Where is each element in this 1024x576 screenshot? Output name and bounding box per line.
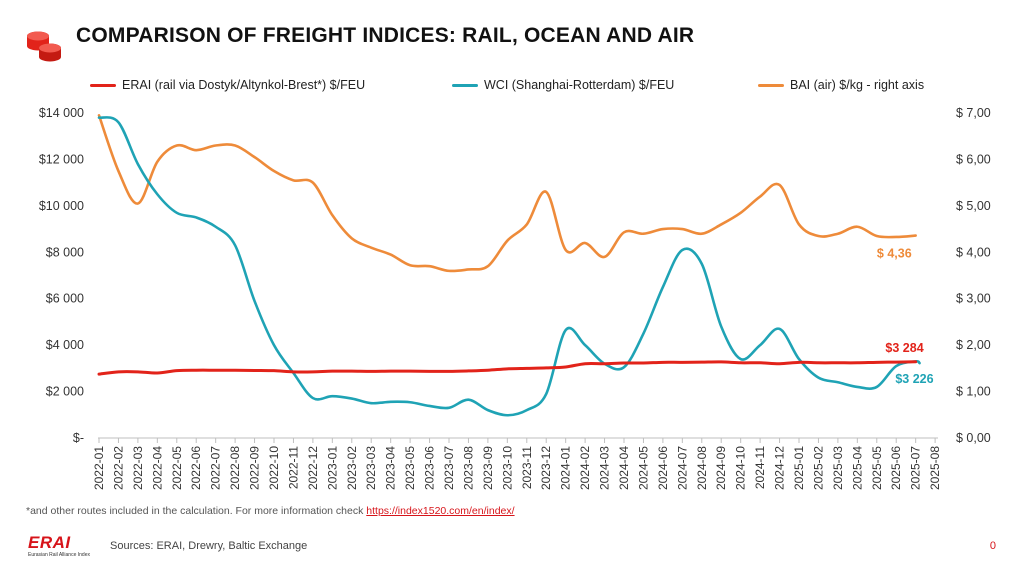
data-label-wci: $3 226 [895, 372, 933, 386]
page-title: COMPARISON OF FREIGHT INDICES: RAIL, OCE… [76, 24, 695, 47]
x-tick-label: 2022-07 [209, 446, 223, 490]
x-tick-label: 2023-12 [539, 446, 553, 490]
series-line-erai [97, 360, 918, 376]
x-tick-label: 2022-10 [267, 446, 281, 490]
legend-item-wci: WCI (Shanghai-Rotterdam) $/FEU [452, 78, 674, 92]
brand-logo-text: ERAI [28, 533, 71, 552]
y-right-tick-label: $ 1,00 [956, 385, 991, 399]
y-left-tick-label: $- [73, 431, 84, 445]
x-tick-label: 2023-10 [500, 446, 514, 490]
y-left-tick-label: $2 000 [46, 385, 84, 399]
x-tick-label: 2023-01 [325, 446, 339, 490]
x-tick-label: 2024-11 [753, 446, 767, 489]
x-tick-label: 2023-07 [442, 446, 456, 490]
x-tick-label: 2022-04 [150, 446, 164, 490]
series-line-bai [97, 114, 917, 273]
y-left-tick-label: $10 000 [39, 199, 84, 213]
y-left-tick-label: $6 000 [46, 292, 84, 306]
y-right-tick-label: $ 3,00 [956, 292, 991, 306]
x-tick-label: 2025-03 [831, 446, 845, 490]
x-tick-label: 2023-03 [364, 446, 378, 490]
x-tick-label: 2024-05 [636, 446, 650, 490]
series-line-wci [97, 116, 921, 417]
x-tick-label: 2025-05 [870, 446, 884, 490]
x-tick-label: 2024-12 [773, 446, 787, 490]
x-tick-label: 2025-01 [792, 446, 806, 490]
x-tick-label: 2023-09 [481, 446, 495, 490]
footnote-link[interactable]: https://index1520.com/en/index/ [366, 505, 515, 517]
x-tick-label: 2023-06 [423, 446, 437, 490]
legend-swatch-bai [758, 83, 784, 87]
x-tick-label: 2025-06 [889, 446, 903, 490]
footnote-text: *and other routes included in the calcul… [26, 505, 364, 517]
x-tick-label: 2022-05 [170, 446, 184, 490]
legend-label-bai: BAI (air) $/kg - right axis [790, 78, 925, 92]
brand-logo: ERAI Eurasian Rail Alliance Index [28, 534, 98, 560]
legend-label-wci: WCI (Shanghai-Rotterdam) $/FEU [484, 78, 675, 92]
y-right-tick-label: $ 2,00 [956, 338, 991, 352]
x-tick-label: 2023-08 [461, 446, 475, 490]
x-tick-label: 2022-01 [92, 446, 106, 490]
x-tick-label: 2024-06 [656, 446, 670, 490]
x-tick-label: 2024-08 [695, 446, 709, 490]
coins-icon [27, 31, 61, 62]
y-right-tick-label: $ 0,00 [956, 431, 991, 445]
y-left-tick-label: $8 000 [46, 245, 84, 259]
legend-item-erai: ERAI (rail via Dostyk/Altynkol-Brest*) $… [90, 78, 365, 92]
y-left-tick-label: $12 000 [39, 152, 84, 166]
data-label-bai: $ 4,36 [877, 247, 912, 261]
x-tick-label: 2024-10 [734, 446, 748, 490]
sources-note: Sources: ERAI, Drewry, Baltic Exchange [110, 540, 308, 552]
x-tick-label: 2022-08 [228, 446, 242, 490]
legend-swatch-wci [452, 83, 478, 87]
x-tick-label: 2024-07 [675, 446, 689, 490]
x-tick-label: 2024-04 [617, 446, 631, 490]
x-tick-label: 2024-03 [598, 446, 612, 490]
x-tick-label: 2022-09 [248, 446, 262, 490]
x-tick-label: 2023-02 [345, 446, 359, 490]
x-tick-label: 2022-11 [286, 446, 300, 489]
x-tick-label: 2022-12 [306, 446, 320, 490]
brand-subtitle: Eurasian Rail Alliance Index [28, 552, 90, 558]
x-tick-label: 2024-02 [578, 446, 592, 490]
x-tick-label: 2023-04 [384, 446, 398, 490]
x-tick-label: 2025-07 [909, 446, 923, 490]
y-right-tick-label: $ 5,00 [956, 199, 991, 213]
x-tick-label: 2025-08 [928, 446, 942, 490]
x-tick-label: 2024-09 [714, 446, 728, 490]
x-tick-label: 2025-04 [850, 446, 864, 490]
footnote: *and other routes included in the calcul… [26, 505, 515, 517]
y-right-tick-label: $ 7,00 [956, 106, 991, 120]
x-tick-label: 2022-06 [189, 446, 203, 490]
y-left-tick-label: $4 000 [46, 338, 84, 352]
x-tick-label: 2023-11 [520, 446, 534, 489]
legend-item-bai: BAI (air) $/kg - right axis [758, 78, 924, 92]
x-tick-label: 2022-03 [131, 446, 145, 490]
data-label-erai: $3 284 [885, 341, 923, 355]
chart-legend: ERAI (rail via Dostyk/Altynkol-Brest*) $… [90, 78, 984, 96]
x-tick-label: 2024-01 [559, 446, 573, 490]
y-right-tick-label: $ 6,00 [956, 152, 991, 166]
x-tick-label: 2023-05 [403, 446, 417, 490]
legend-label-erai: ERAI (rail via Dostyk/Altynkol-Brest*) $… [122, 78, 366, 92]
y-right-tick-label: $ 4,00 [956, 245, 991, 259]
page-number: 0 [989, 540, 996, 552]
y-left-tick-label: $14 000 [39, 106, 84, 120]
legend-swatch-erai [90, 83, 116, 87]
x-tick-label: 2022-02 [111, 446, 125, 490]
x-tick-label: 2025-02 [811, 446, 825, 490]
